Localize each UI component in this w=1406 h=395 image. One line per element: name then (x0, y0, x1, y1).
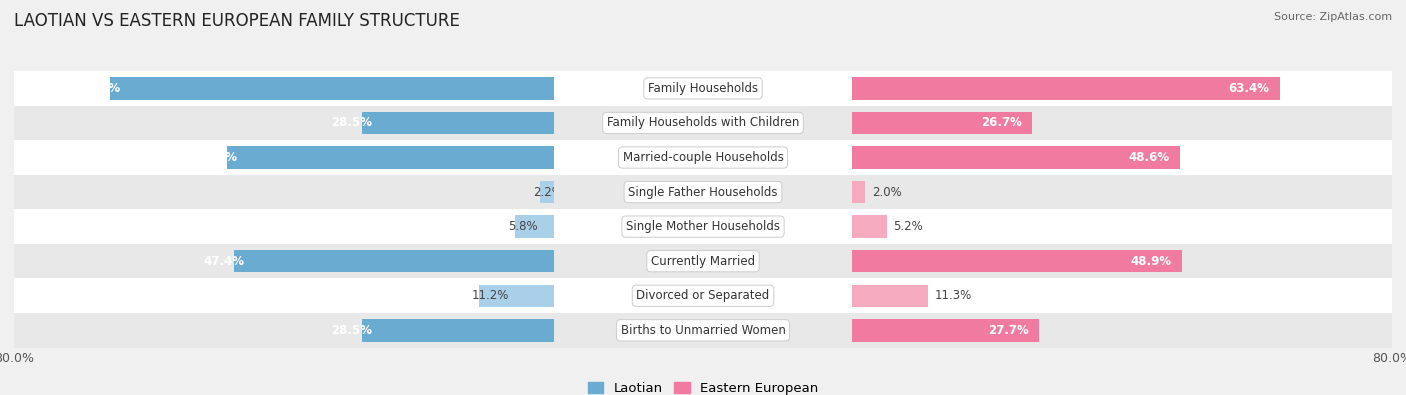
Bar (228, 146, 554, 169)
Bar (852, 181, 865, 203)
Bar (540, 181, 554, 203)
Bar (852, 319, 1039, 342)
Bar (554, 106, 852, 140)
Text: 5.2%: 5.2% (893, 220, 924, 233)
Bar (554, 278, 852, 313)
Bar (852, 77, 1279, 100)
Text: 11.3%: 11.3% (935, 289, 972, 302)
Text: 28.5%: 28.5% (330, 117, 373, 130)
Bar (14, 313, 554, 348)
Bar (852, 106, 1392, 140)
Text: 2.0%: 2.0% (872, 186, 901, 199)
Text: 28.5%: 28.5% (330, 324, 373, 337)
Text: Family Households with Children: Family Households with Children (607, 117, 799, 130)
Bar (852, 71, 1392, 106)
Text: Currently Married: Currently Married (651, 255, 755, 268)
Text: 48.9%: 48.9% (1130, 255, 1171, 268)
Bar (235, 250, 554, 273)
Text: 63.4%: 63.4% (1229, 82, 1270, 95)
Bar (515, 215, 554, 238)
Bar (852, 146, 1180, 169)
Text: 11.2%: 11.2% (472, 289, 509, 302)
Text: Married-couple Households: Married-couple Households (623, 151, 783, 164)
Bar (852, 250, 1182, 273)
Bar (852, 209, 1392, 244)
Text: Source: ZipAtlas.com: Source: ZipAtlas.com (1274, 12, 1392, 22)
Text: Family Households: Family Households (648, 82, 758, 95)
Bar (852, 284, 928, 307)
Bar (554, 209, 852, 244)
Bar (14, 106, 554, 140)
Bar (554, 244, 852, 278)
Text: LAOTIAN VS EASTERN EUROPEAN FAMILY STRUCTURE: LAOTIAN VS EASTERN EUROPEAN FAMILY STRUC… (14, 12, 460, 30)
Bar (14, 278, 554, 313)
Bar (554, 175, 852, 209)
Bar (361, 319, 554, 342)
Text: 26.7%: 26.7% (981, 117, 1022, 130)
Text: 27.7%: 27.7% (988, 324, 1029, 337)
Bar (14, 140, 554, 175)
Text: Single Mother Households: Single Mother Households (626, 220, 780, 233)
Bar (554, 71, 852, 106)
Text: Divorced or Separated: Divorced or Separated (637, 289, 769, 302)
Text: 47.4%: 47.4% (204, 255, 245, 268)
Bar (110, 77, 554, 100)
Text: 2.2%: 2.2% (533, 186, 562, 199)
Text: 48.4%: 48.4% (197, 151, 238, 164)
Bar (852, 244, 1392, 278)
Text: Births to Unmarried Women: Births to Unmarried Women (620, 324, 786, 337)
Bar (852, 313, 1392, 348)
Bar (14, 175, 554, 209)
Bar (14, 71, 554, 106)
Bar (14, 209, 554, 244)
Bar (554, 140, 852, 175)
Bar (852, 175, 1392, 209)
Text: 5.8%: 5.8% (509, 220, 538, 233)
Bar (852, 112, 1032, 134)
Bar (852, 215, 887, 238)
Bar (479, 284, 554, 307)
Bar (14, 244, 554, 278)
Text: Single Father Households: Single Father Households (628, 186, 778, 199)
Bar (852, 278, 1392, 313)
Text: 48.6%: 48.6% (1129, 151, 1170, 164)
Text: 65.8%: 65.8% (79, 82, 120, 95)
Bar (554, 313, 852, 348)
Bar (361, 112, 554, 134)
Legend: Laotian, Eastern European: Laotian, Eastern European (582, 376, 824, 395)
Bar (852, 140, 1392, 175)
